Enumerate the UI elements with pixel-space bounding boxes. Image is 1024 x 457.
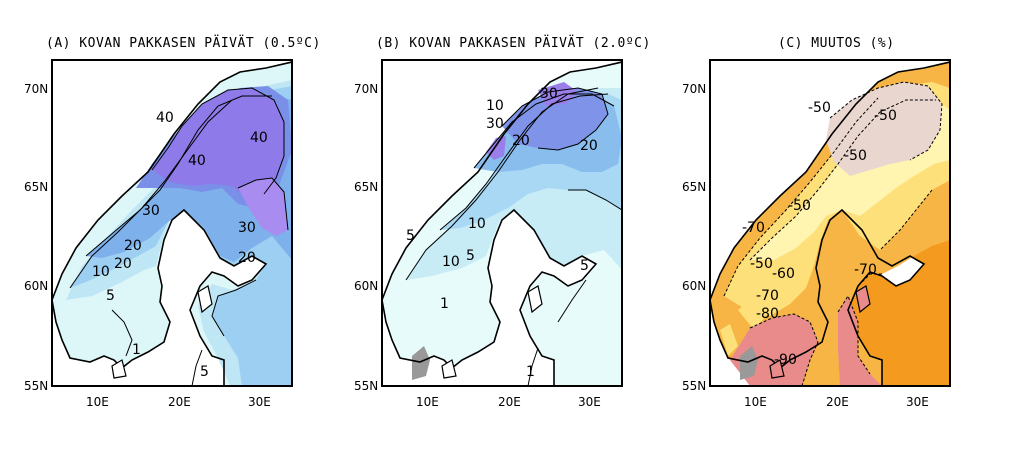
contour-label: -70 — [756, 288, 779, 304]
contour-labels-c: -50 -50 -50 -50 -70 -50 -60 -70 -70 -80 … — [742, 100, 897, 368]
contour-label: -60 — [772, 266, 795, 282]
panel-c-map: -50 -50 -50 -50 -70 -50 -60 -70 -70 -80 … — [682, 59, 951, 409]
contour-label: 5 — [106, 288, 115, 304]
lon-tick: 10E — [86, 395, 109, 409]
contour-label: 10 — [442, 254, 460, 270]
lat-tick: 70N — [682, 82, 706, 96]
contour-label: -70 — [742, 220, 765, 236]
lon-tick: 20E — [826, 395, 849, 409]
map-frame-b — [381, 59, 623, 387]
panel-b-title: (B) KOVAN PAKKASEN PÄIVÄT (2.0ºC) — [376, 36, 651, 51]
lat-tick: 65N — [354, 180, 378, 194]
islands-c — [769, 285, 871, 379]
lon-axis-b: 10E 20E 30E — [416, 395, 601, 409]
panel-a-title: (A) KOVAN PAKKASEN PÄIVÄT (0.5ºC) — [46, 36, 321, 51]
contour-label: 20 — [114, 256, 132, 272]
lat-axis-b: 70N 65N 60N 55N — [354, 82, 378, 393]
contour-label: 20 — [580, 138, 598, 154]
contour-label: 30 — [142, 203, 160, 219]
lon-axis-a: 10E 20E 30E — [86, 395, 271, 409]
contour-label: 20 — [238, 250, 256, 266]
lat-tick: 55N — [24, 379, 48, 393]
contour-label: -50 — [788, 198, 811, 214]
contour-label: 30 — [540, 86, 558, 102]
lon-tick: 20E — [498, 395, 521, 409]
contour-label: 30 — [486, 116, 504, 132]
contour-label: 10 — [486, 98, 504, 114]
lat-tick: 55N — [354, 379, 378, 393]
contour-label: 5 — [406, 228, 415, 244]
lat-tick: 60N — [682, 279, 706, 293]
contour-labels-b: 30 10 30 20 20 10 5 10 5 1 5 1 — [406, 86, 598, 380]
lon-tick: 10E — [416, 395, 439, 409]
contour-label: -50 — [808, 100, 831, 116]
lat-tick: 60N — [354, 279, 378, 293]
contour-label: 1 — [132, 342, 141, 358]
contour-label: 10 — [468, 216, 486, 232]
filled-contours-a — [52, 62, 292, 386]
contour-label: -80 — [756, 306, 779, 322]
islands-a — [111, 285, 213, 379]
lat-tick: 60N — [24, 279, 48, 293]
lat-tick: 65N — [682, 180, 706, 194]
contour-label: -50 — [844, 148, 867, 164]
panel-a-map: 40 40 40 30 30 20 20 20 10 5 1 5 70N 65N… — [24, 59, 293, 409]
panel-b-map: 30 10 30 20 20 10 5 10 5 1 5 1 70N 65N 6… — [354, 59, 623, 409]
lon-axis-c: 10E 20E 30E — [744, 395, 929, 409]
lon-tick: 30E — [906, 395, 929, 409]
lon-tick: 20E — [168, 395, 191, 409]
contour-label: 5 — [466, 248, 475, 264]
contour-label: -50 — [874, 108, 897, 124]
contour-label: -90 — [774, 352, 797, 368]
lat-axis-a: 70N 65N 60N 55N — [24, 82, 48, 393]
contour-label: -70 — [854, 262, 877, 278]
contour-label: 10 — [92, 264, 110, 280]
contour-lines-a — [69, 87, 289, 386]
lon-tick: 30E — [578, 395, 601, 409]
contour-label: 40 — [188, 153, 206, 169]
contour-label: 1 — [526, 364, 535, 380]
contour-label: 40 — [250, 130, 268, 146]
contour-label: 20 — [512, 133, 530, 149]
map-frame-a — [51, 59, 293, 387]
lat-tick: 65N — [24, 180, 48, 194]
contour-lines-b — [405, 87, 622, 386]
map-frame-c — [709, 59, 951, 387]
lat-axis-c: 70N 65N 60N 55N — [682, 82, 706, 393]
islands-b — [441, 285, 543, 379]
lat-tick: 70N — [354, 82, 378, 96]
lat-tick: 70N — [24, 82, 48, 96]
lon-tick: 30E — [248, 395, 271, 409]
panel-c-title: (C) MUUTOS (%) — [778, 36, 895, 51]
lat-tick: 55N — [682, 379, 706, 393]
contour-label: -50 — [750, 256, 773, 272]
contour-label: 5 — [200, 364, 209, 380]
contour-label: 5 — [580, 258, 589, 274]
contour-labels-a: 40 40 40 30 30 20 20 20 10 5 1 5 — [92, 110, 268, 380]
contour-label: 20 — [124, 238, 142, 254]
contour-label: 1 — [440, 296, 449, 312]
contour-label: 30 — [238, 220, 256, 236]
contour-label: 40 — [156, 110, 174, 126]
lon-tick: 10E — [744, 395, 767, 409]
